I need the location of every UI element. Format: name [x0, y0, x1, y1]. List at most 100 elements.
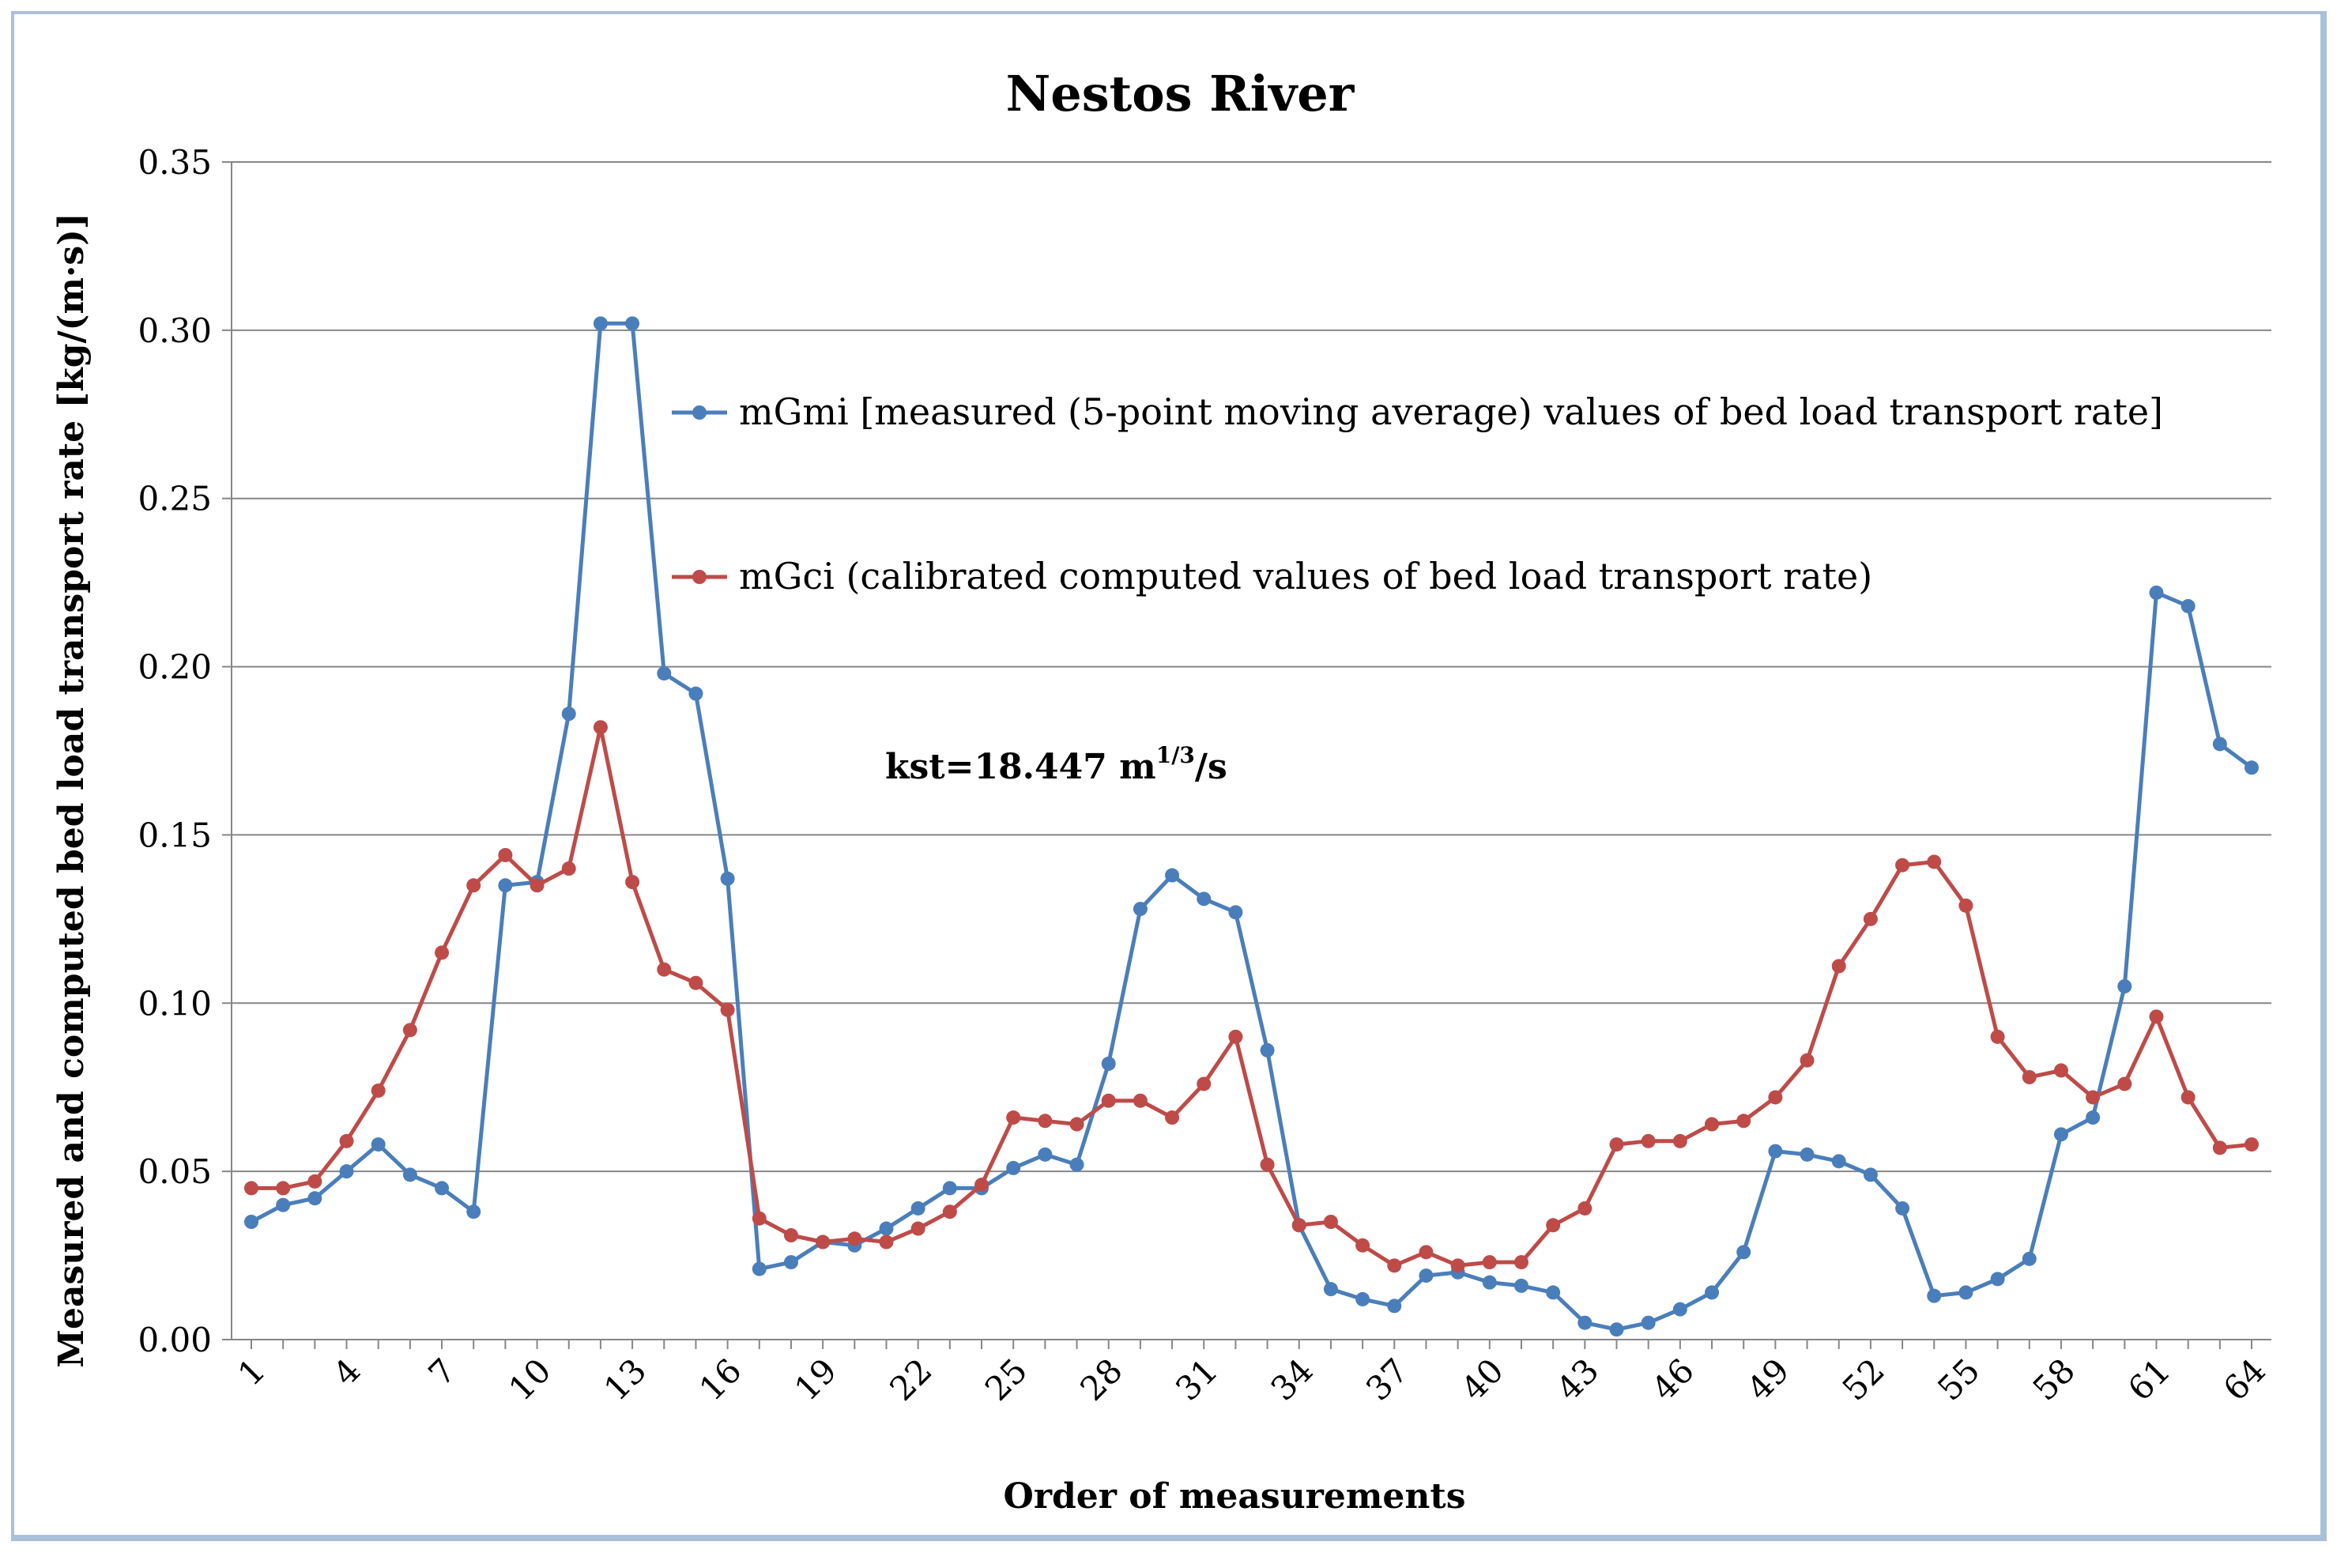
data-point-series-0	[2180, 598, 2196, 613]
data-point-series-1	[942, 1204, 957, 1219]
x-tick-label: 10	[501, 1351, 558, 1408]
data-point-series-0	[1609, 1322, 1624, 1337]
y-tick-label: 0.35	[138, 143, 212, 182]
y-tick-labels: 0.00 0.05 0.10 0.15 0.20 0.25 0.30 0.35	[138, 143, 212, 1359]
data-point-series-1	[1387, 1258, 1402, 1273]
data-point-series-1	[1513, 1255, 1528, 1270]
data-point-series-1	[879, 1234, 894, 1250]
data-point-series-0	[688, 686, 703, 701]
data-point-series-1	[847, 1231, 862, 1246]
series-lines	[244, 316, 2259, 1337]
data-point-series-0	[593, 316, 608, 331]
data-point-series-0	[561, 707, 576, 722]
x-tick-label: 43	[1549, 1351, 1606, 1408]
data-point-series-1	[657, 962, 672, 977]
data-point-series-0	[1069, 1157, 1084, 1172]
data-point-series-1	[307, 1174, 322, 1189]
data-point-series-1	[1165, 1110, 1180, 1125]
data-point-series-1	[1419, 1245, 1434, 1260]
data-point-series-1	[1546, 1218, 1561, 1233]
data-point-series-1	[530, 878, 545, 893]
data-point-series-1	[783, 1228, 798, 1243]
data-point-series-0	[1387, 1298, 1402, 1314]
data-point-series-1	[974, 1178, 989, 1193]
kst-annotation-prefix: kst=18.447 m	[885, 747, 1156, 787]
gridlines	[232, 161, 2271, 1173]
data-point-series-0	[1006, 1160, 1021, 1175]
data-point-series-0	[2149, 585, 2164, 600]
x-tick-label: 40	[1453, 1351, 1510, 1408]
legend-label-mGci: mGci (calibrated computed values of bed …	[739, 555, 1872, 597]
x-tick-label: 28	[1072, 1351, 1129, 1408]
data-point-series-1	[1228, 1029, 1243, 1044]
data-point-series-1	[371, 1083, 386, 1098]
x-tick-label: 37	[1359, 1351, 1415, 1408]
kst-annotation-suffix: /s	[1195, 747, 1227, 787]
data-point-series-0	[1482, 1275, 1497, 1290]
data-point-series-0	[1800, 1147, 1815, 1162]
data-point-series-0	[1863, 1167, 1878, 1182]
data-point-series-0	[1641, 1315, 1656, 1330]
data-point-series-1	[1323, 1215, 1338, 1229]
axes	[222, 161, 2271, 1349]
y-tick-label: 0.30	[138, 311, 212, 350]
data-point-series-0	[466, 1204, 481, 1219]
series-line-0	[250, 321, 2253, 1332]
kst-annotation-sup: 1/3	[1156, 742, 1195, 768]
y-tick-label: 0.10	[138, 984, 212, 1023]
data-point-series-1	[593, 720, 608, 735]
data-point-series-0	[1165, 868, 1180, 883]
data-point-series-0	[1101, 1056, 1116, 1071]
x-tick-label: 4	[326, 1351, 368, 1393]
data-point-series-1	[1355, 1238, 1370, 1253]
x-tick-label: 25	[978, 1351, 1035, 1408]
data-point-series-1	[1197, 1076, 1212, 1091]
data-point-series-1	[1006, 1110, 1021, 1125]
data-point-series-0	[752, 1261, 767, 1276]
x-tick-label: 16	[692, 1351, 748, 1408]
x-tick-label: 7	[421, 1351, 464, 1393]
data-point-series-1	[1450, 1258, 1465, 1273]
data-point-series-0	[783, 1255, 798, 1270]
data-point-series-1	[466, 878, 481, 893]
data-point-series-0	[1228, 905, 1243, 920]
data-point-series-0	[1323, 1282, 1338, 1297]
data-point-series-1	[1260, 1157, 1275, 1172]
data-point-series-0	[2245, 760, 2259, 775]
data-point-series-1	[1831, 959, 1846, 974]
data-point-series-1	[1705, 1117, 1720, 1132]
data-point-series-0	[657, 666, 672, 681]
data-point-series-1	[339, 1133, 354, 1148]
y-tick-label: 0.20	[138, 648, 212, 687]
data-point-series-1	[1958, 898, 1973, 913]
data-point-series-0	[625, 316, 640, 331]
data-point-series-1	[244, 1181, 258, 1196]
data-point-series-0	[1736, 1245, 1751, 1260]
data-point-series-1	[720, 1002, 735, 1017]
data-point-series-1	[1609, 1137, 1624, 1152]
y-tick-label: 0.05	[138, 1152, 212, 1191]
series-line-1	[251, 725, 2252, 1268]
data-point-series-1	[1736, 1114, 1751, 1129]
data-point-series-0	[942, 1181, 957, 1196]
legend: mGmi [measured (5-point moving average) …	[672, 390, 2163, 597]
data-point-series-1	[1863, 911, 1878, 926]
data-point-series-0	[1419, 1268, 1434, 1283]
y-tick-label: 0.15	[138, 816, 212, 854]
data-point-series-1	[625, 875, 640, 890]
data-point-series-0	[276, 1197, 291, 1212]
data-point-series-0	[339, 1164, 354, 1179]
legend-dot-mGci	[692, 570, 707, 584]
x-tick-label: 52	[1835, 1351, 1892, 1408]
data-point-series-1	[402, 1023, 417, 1038]
data-point-series-0	[2022, 1251, 2037, 1266]
data-point-series-1	[1133, 1093, 1148, 1108]
data-point-series-1	[1800, 1053, 1815, 1068]
data-point-series-1	[1641, 1133, 1656, 1148]
chart-frame	[11, 11, 2327, 1541]
data-point-series-1	[561, 861, 576, 876]
data-point-series-1	[1038, 1114, 1053, 1129]
data-point-series-1	[2149, 1009, 2164, 1024]
data-point-series-0	[879, 1221, 894, 1236]
